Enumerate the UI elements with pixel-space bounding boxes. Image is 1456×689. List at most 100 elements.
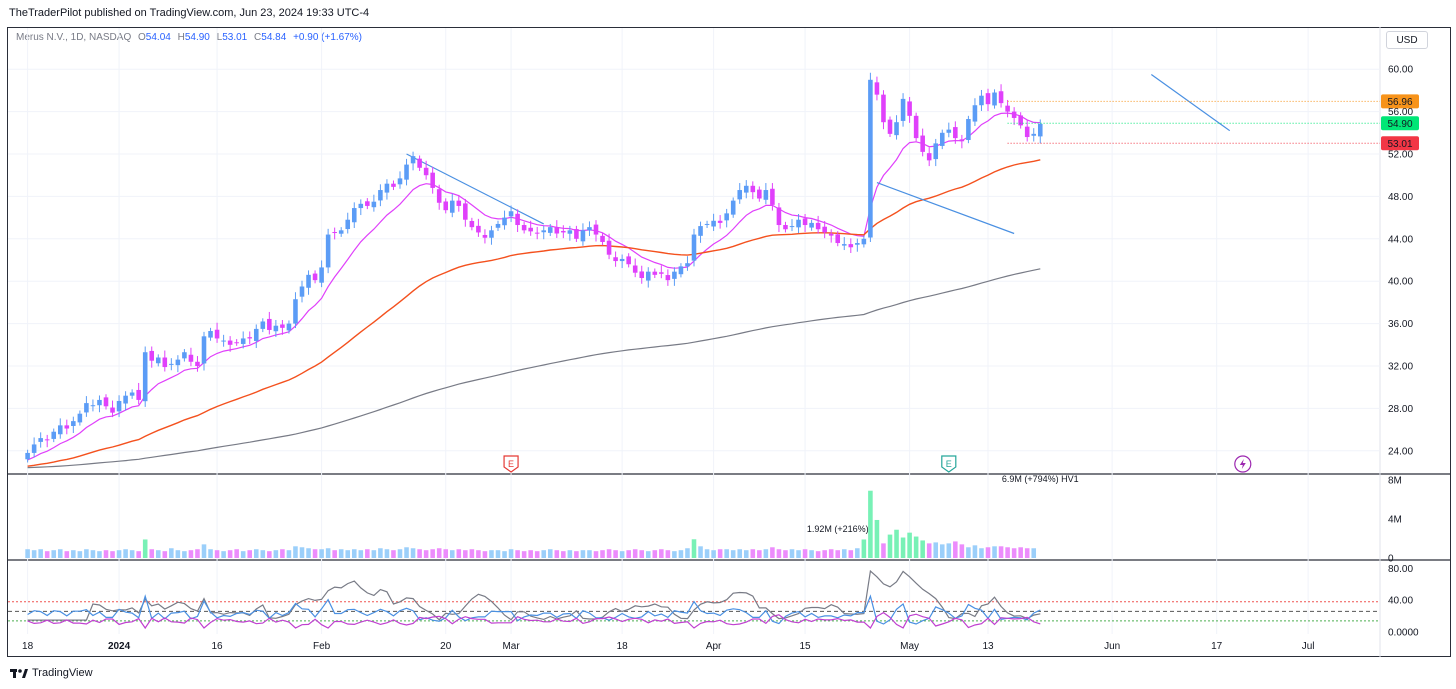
time-tick-label: 17 (1211, 641, 1223, 652)
candle-body (946, 129, 952, 133)
volume-bar (828, 549, 834, 558)
volume-bar (169, 548, 174, 558)
candle-body (71, 421, 76, 426)
volume-bar (71, 550, 76, 558)
ema-mid-line (27, 159, 1041, 467)
candle-body (593, 224, 599, 235)
candle-body (743, 185, 749, 193)
candle-body (737, 190, 743, 200)
published-caption: TheTraderPilot published on TradingView.… (9, 7, 370, 19)
volume-bar (293, 546, 298, 558)
volume-bar (724, 549, 729, 558)
candle-body (567, 230, 573, 234)
candle-body (103, 397, 109, 407)
volume-bar (979, 548, 984, 558)
volume-bar (280, 549, 285, 558)
time-tick-label: 15 (800, 641, 812, 652)
candle-body (175, 359, 181, 366)
volume-bar (678, 550, 684, 558)
osc-tick-label: 40.00 (1388, 596, 1413, 607)
candle-body (724, 213, 729, 221)
time-tick-label: Feb (313, 641, 331, 652)
volume-bar (482, 551, 488, 558)
volume-bar (182, 551, 187, 558)
candle-body (391, 183, 396, 187)
candle-body (757, 189, 762, 199)
volume-bar (835, 550, 841, 558)
volume-bar (698, 546, 703, 558)
trendline (406, 153, 545, 225)
candle-body (286, 323, 292, 331)
price-label-box (1381, 94, 1419, 109)
volume-bar (103, 550, 109, 558)
volume-bar (534, 551, 540, 558)
candle-body (234, 342, 239, 344)
volume-bar (469, 549, 475, 558)
volume-bar (149, 549, 155, 558)
candle-body (704, 223, 710, 225)
candle-body (495, 223, 501, 228)
volume-bar (743, 550, 749, 558)
volume-bar (639, 550, 645, 558)
volume-bar (632, 549, 638, 558)
volume-bar (77, 551, 83, 558)
volume-bar (809, 550, 814, 558)
volume-tick-label: 0 (1388, 554, 1394, 565)
volume-bar (953, 541, 958, 558)
candle-body (293, 299, 298, 324)
volume-bar (397, 549, 403, 558)
candle-body (600, 235, 605, 242)
candle-body (541, 230, 547, 233)
candle-body (306, 274, 311, 288)
volume-bar (894, 529, 899, 558)
volume-bar (515, 550, 520, 558)
volume-bar (711, 550, 716, 558)
volume-bar (776, 549, 782, 558)
volume-bar (436, 548, 442, 558)
volume-bar (423, 550, 429, 558)
candle-body (613, 257, 618, 262)
volume-bar (887, 534, 893, 558)
legend-high-label: H (177, 32, 185, 43)
candle-body (123, 395, 128, 404)
candle-body (868, 79, 873, 238)
volume-bar (841, 549, 847, 558)
candle-body (763, 190, 769, 200)
candle-body (338, 230, 344, 234)
time-tick-label: 18 (22, 641, 34, 652)
price-tick-label: 24.00 (1388, 446, 1413, 457)
candle-body (645, 271, 651, 281)
volume-bar (593, 551, 599, 558)
volume-bar (456, 549, 462, 558)
volume-bar (51, 550, 57, 558)
currency-button[interactable]: USD (1386, 31, 1428, 49)
price-tick-label: 44.00 (1388, 234, 1413, 245)
volume-bar (521, 551, 527, 558)
candle-body (926, 153, 932, 161)
candle-body (933, 143, 939, 160)
candle-body (195, 361, 200, 366)
candle-body (97, 399, 102, 406)
volume-annotation: 6.9M (+794%) HV1 (1002, 474, 1079, 484)
volume-bar (913, 536, 919, 558)
candle-body (809, 222, 814, 228)
candle-body (410, 156, 416, 164)
volume-bar (404, 547, 409, 558)
volume-bar (848, 550, 854, 558)
volume-bar (802, 549, 808, 558)
volume-bar (600, 550, 605, 558)
candle-body (227, 340, 233, 345)
volume-bar (750, 549, 756, 558)
candle-body (169, 363, 174, 365)
candle-body (142, 352, 148, 402)
legend-symbol: Merus N.V., 1D, NASDAQ (16, 32, 132, 43)
volume-bar (783, 550, 788, 558)
candle-body (828, 233, 834, 236)
price-tick-label: 40.00 (1388, 277, 1413, 288)
time-tick-label: Apr (706, 641, 722, 652)
candle-body (247, 337, 253, 339)
candle-body (423, 167, 429, 176)
candle-body (574, 229, 579, 239)
candle-body (129, 392, 135, 396)
